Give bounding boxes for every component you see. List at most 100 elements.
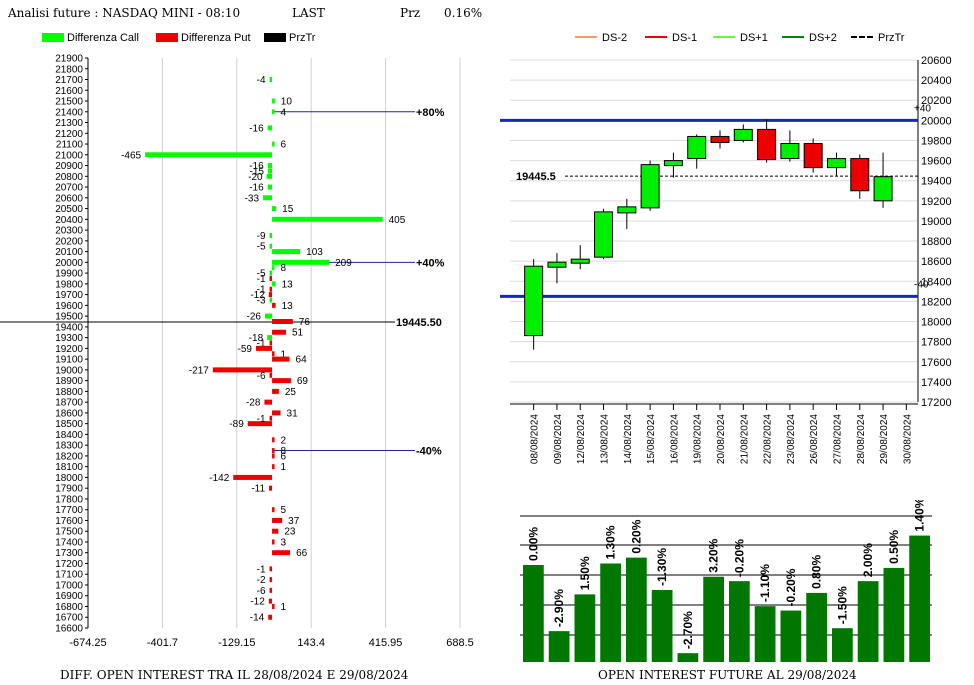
date-label: 12/08/2024 xyxy=(576,414,587,464)
oi-bar-label: 0.80% xyxy=(810,555,824,589)
put-bar-label: 1 xyxy=(281,602,287,613)
price-tick-label: 19400 xyxy=(921,176,952,188)
price-tick-label: 20000 xyxy=(921,115,952,127)
call-bar-label: -465 xyxy=(121,150,141,161)
y-tick-label: 19400 xyxy=(55,322,83,333)
y-tick-label: 20600 xyxy=(55,193,83,204)
y-tick-label: 19100 xyxy=(55,355,83,366)
x-tick-label: 688.5 xyxy=(446,637,474,649)
call-bar xyxy=(269,297,273,303)
price-tick-label: 20400 xyxy=(921,75,952,87)
put-bar xyxy=(247,421,273,427)
call-bar xyxy=(272,216,383,222)
y-tick-label: 16800 xyxy=(55,602,83,613)
put-bar xyxy=(272,318,293,324)
call-bar-label: 8 xyxy=(281,263,287,274)
call-bar xyxy=(272,259,330,265)
x-tick-label: 143.4 xyxy=(297,637,325,649)
y-tick-label: 21700 xyxy=(55,75,83,86)
candlestick-chart: 17200 17400 17600 17800 18000 18200 18400 18600… xyxy=(500,55,952,464)
oi-bar xyxy=(651,589,673,662)
candle-body xyxy=(617,206,637,214)
candle-body xyxy=(873,176,893,202)
oi-bar xyxy=(806,592,827,662)
oi-bar xyxy=(883,567,905,662)
date-label: 15/08/2024 xyxy=(646,414,657,464)
put-bar-label: -28 xyxy=(246,398,261,409)
call-bar xyxy=(267,168,273,174)
call-bar-label: 405 xyxy=(389,215,406,226)
przTr-label: 19445.50 xyxy=(396,317,442,329)
put-bar-label: 37 xyxy=(288,516,300,527)
put-bar-label: -59 xyxy=(237,344,252,355)
put-bar-label: 64 xyxy=(296,355,308,366)
oi-bar-label: -1.30% xyxy=(655,548,669,586)
put-bar xyxy=(268,614,273,620)
y-tick-label: 21400 xyxy=(55,107,83,118)
put-bar-label: -12 xyxy=(250,597,265,608)
call-bar xyxy=(272,281,276,287)
put-bar-label: -14 xyxy=(250,613,265,624)
y-tick-label: 16600 xyxy=(55,624,83,635)
put-bar xyxy=(272,437,275,443)
put-bar xyxy=(269,372,273,378)
y-tick-label: 17100 xyxy=(55,570,83,581)
oi-bar-label: -2.90% xyxy=(552,589,566,627)
put-bar-label: -6 xyxy=(257,371,266,382)
call-bar xyxy=(145,152,273,158)
y-tick-label: 21000 xyxy=(55,150,83,161)
price-tick-label: 19600 xyxy=(921,156,952,168)
date-label: 30/08/2024 xyxy=(902,414,913,464)
put-bar xyxy=(269,286,273,292)
put-bar xyxy=(272,329,286,335)
candle-body xyxy=(594,211,614,258)
open-interest-bars: 0.00% -2.90% 1.50% 1.30% 0.20% -1.30% -2.70% 3.… xyxy=(520,500,932,662)
legend-ds+1: DS+1 xyxy=(713,32,768,44)
price-tick-label: 20200 xyxy=(921,95,952,107)
y-tick-label: 18200 xyxy=(55,451,83,462)
candle-body xyxy=(663,160,683,167)
put-bar-label: -217 xyxy=(189,365,209,376)
call-bar-label: 4 xyxy=(281,107,287,118)
legend-prztr-line: PrzTr xyxy=(851,32,904,44)
put-bar xyxy=(269,566,273,572)
y-tick-label: 20200 xyxy=(55,236,83,247)
y-tick-label: 17200 xyxy=(55,559,83,570)
oi-bar-label: -0.20% xyxy=(784,568,798,606)
call-bar-label: 6 xyxy=(281,140,287,151)
put-bar-label: 25 xyxy=(285,387,297,398)
put-bar-label: -1 xyxy=(257,339,266,350)
date-label: 19/08/2024 xyxy=(693,414,704,464)
price-tick-label: 19800 xyxy=(921,135,952,147)
y-tick-label: 20500 xyxy=(55,204,83,215)
put-bar xyxy=(269,340,273,346)
put-bar xyxy=(272,378,291,384)
call-bar xyxy=(269,77,273,83)
y-tick-label: 21200 xyxy=(55,129,83,140)
put-bar-label: 69 xyxy=(297,376,309,387)
y-tick-label: 17700 xyxy=(55,505,83,516)
legend-put: Differenza Put xyxy=(156,32,251,44)
put-bar-label: -6 xyxy=(257,586,266,597)
call-bar-label: 10 xyxy=(281,97,293,108)
date-label: 08/08/2024 xyxy=(530,414,541,464)
oi-bar-label: 0.00% xyxy=(526,527,540,561)
put-bar-label: -1 xyxy=(257,274,266,285)
put-bar xyxy=(272,507,275,513)
y-tick-label: 20700 xyxy=(55,183,83,194)
y-tick-label: 18700 xyxy=(55,398,83,409)
legend-przTr-swatch xyxy=(264,33,286,42)
put-bar-label: -1 xyxy=(257,285,266,296)
put-bar-label: 23 xyxy=(284,527,296,538)
call-bar-label: -15 xyxy=(250,166,265,177)
oi-bar-label: -1.50% xyxy=(835,586,849,624)
call-bar xyxy=(272,109,275,115)
call-bar xyxy=(272,265,275,271)
date-label: 27/08/2024 xyxy=(832,414,843,464)
oi-bar-label: -1.10% xyxy=(758,564,772,602)
legend-call: Differenza Call xyxy=(42,32,139,44)
candle-body xyxy=(803,142,823,169)
level-label: +40% xyxy=(416,257,445,269)
put-bar-label: -1 xyxy=(257,564,266,575)
put-bar-label: -11 xyxy=(251,484,265,495)
